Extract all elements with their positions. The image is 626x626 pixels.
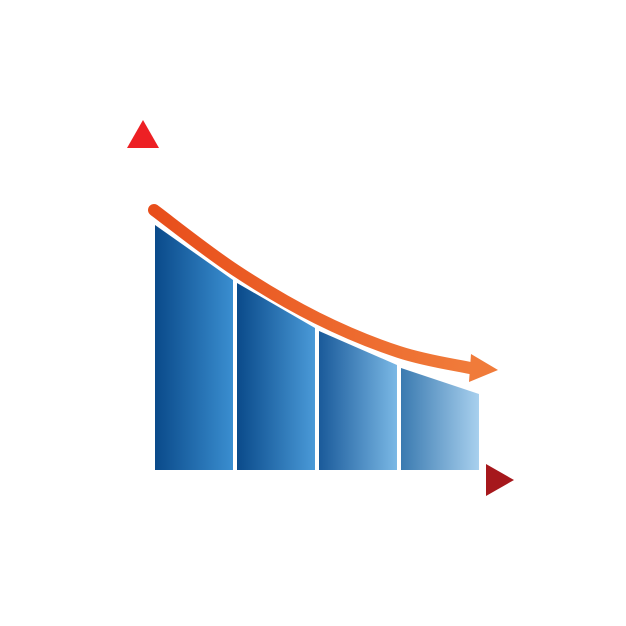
trend-arrowhead-icon [469,354,498,382]
chart-svg [0,0,626,626]
bar-4 [401,368,479,470]
x-axis-arrowhead-icon [486,464,514,496]
bars-group [155,225,479,470]
y-axis-arrowhead-icon [127,120,159,148]
declining-bar-chart-icon [0,0,626,626]
